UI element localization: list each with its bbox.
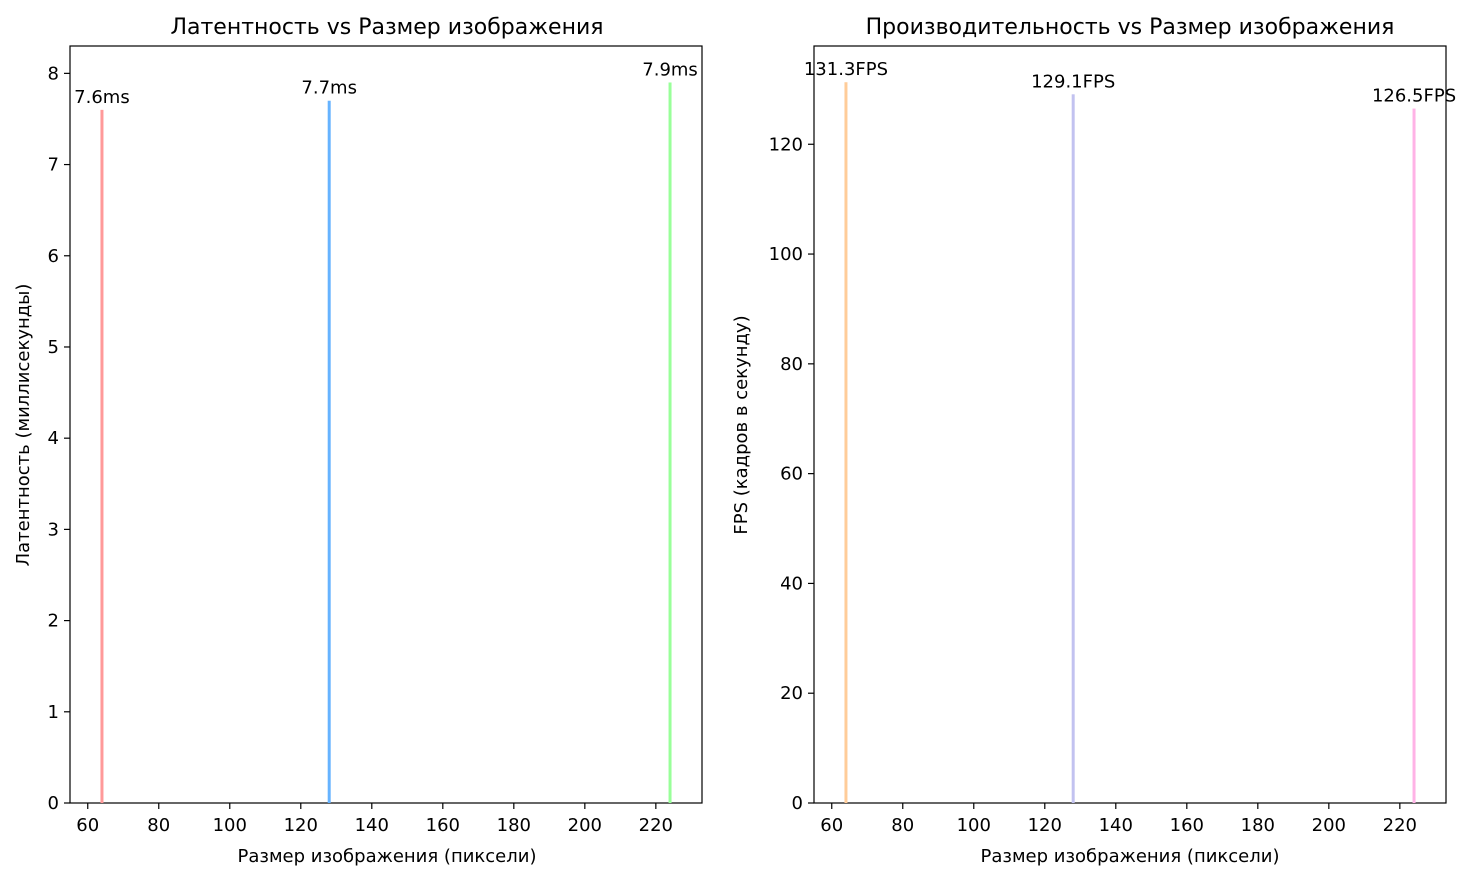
latency-x-tick-label: 200	[568, 815, 602, 836]
fps-x-tick-label: 180	[1241, 815, 1275, 836]
latency-x-tick-label: 140	[355, 815, 389, 836]
fps-y-tick-label: 100	[769, 244, 803, 265]
fps-x-tick-label: 200	[1312, 815, 1346, 836]
fps-bar	[1412, 108, 1416, 803]
latency-bar	[668, 82, 672, 803]
fps-chart-title: Производительность vs Размер изображения	[866, 15, 1395, 40]
latency-bar	[100, 109, 104, 803]
fps-x-tick-label: 120	[1028, 815, 1062, 836]
latency-bar	[327, 100, 331, 803]
fps-bar	[844, 82, 848, 804]
fps-x-axis-label: Размер изображения (пиксели)	[981, 846, 1280, 867]
fps-bar	[1071, 94, 1075, 803]
latency-bar-value-label: 7.6ms	[74, 87, 130, 108]
fps-y-tick-label: 80	[780, 354, 803, 375]
fps-x-tick-label: 160	[1170, 815, 1204, 836]
latency-bars: 7.6ms 7.7ms 7.9ms	[74, 59, 698, 803]
latency-y-tick-label: 8	[48, 63, 59, 84]
latency-y-axis: 0 1 2 3 4 5 6 7 8	[48, 63, 70, 814]
fps-plot-frame	[813, 45, 1447, 804]
fps-bar-value-label: 131.3FPS	[804, 59, 888, 80]
latency-plot-frame	[69, 45, 703, 804]
latency-y-tick-label: 7	[48, 155, 59, 176]
latency-x-tick-label: 100	[213, 815, 247, 836]
fps-y-tick-label: 120	[769, 134, 803, 155]
fps-y-tick-label: 0	[792, 793, 803, 814]
fps-chart: Производительность vs Размер изображения…	[731, 15, 1456, 867]
fps-y-tick-label: 60	[780, 464, 803, 485]
latency-y-tick-label: 6	[48, 246, 59, 267]
latency-x-axis: 60 80 100 120 140 160 180 200 220	[76, 803, 673, 836]
fps-x-tick-label: 80	[891, 815, 914, 836]
latency-bar-value-label: 7.7ms	[301, 78, 357, 99]
fps-x-tick-label: 140	[1099, 815, 1133, 836]
latency-y-tick-label: 0	[48, 793, 59, 814]
latency-chart: Латентность vs Размер изображения 60 80 10…	[13, 15, 703, 867]
fps-y-axis-label: FPS (кадров в секунду)	[731, 315, 752, 534]
fps-x-tick-label: 220	[1383, 815, 1417, 836]
fps-y-tick-label: 20	[780, 683, 803, 704]
fps-y-tick-label: 40	[780, 573, 803, 594]
latency-x-tick-label: 80	[147, 815, 170, 836]
latency-x-tick-label: 160	[426, 815, 460, 836]
latency-y-tick-label: 1	[48, 702, 59, 723]
latency-chart-title: Латентность vs Размер изображения	[170, 15, 603, 40]
fps-x-axis: 60 80 100 120 140 160 180 200 220	[820, 803, 1417, 836]
fps-x-tick-label: 100	[957, 815, 991, 836]
latency-x-tick-label: 120	[284, 815, 318, 836]
latency-x-tick-label: 220	[639, 815, 673, 836]
fps-x-tick-label: 60	[820, 815, 843, 836]
fps-bar-value-label: 129.1FPS	[1031, 71, 1115, 92]
fps-y-axis: 0 20 40 60 80 100 120	[769, 134, 814, 814]
latency-y-tick-label: 2	[48, 611, 59, 632]
latency-y-tick-label: 5	[48, 337, 59, 358]
latency-bar-value-label: 7.9ms	[642, 59, 698, 80]
latency-y-tick-label: 3	[48, 519, 59, 540]
latency-y-axis-label: Латентность (миллисекунды)	[13, 284, 34, 567]
latency-x-tick-label: 180	[497, 815, 531, 836]
latency-x-axis-label: Размер изображения (пиксели)	[238, 846, 537, 867]
fps-bars: 131.3FPS 129.1FPS 126.5FPS	[804, 59, 1456, 804]
latency-x-tick-label: 60	[76, 815, 99, 836]
fps-bar-value-label: 126.5FPS	[1372, 86, 1456, 107]
latency-y-tick-label: 4	[48, 428, 59, 449]
